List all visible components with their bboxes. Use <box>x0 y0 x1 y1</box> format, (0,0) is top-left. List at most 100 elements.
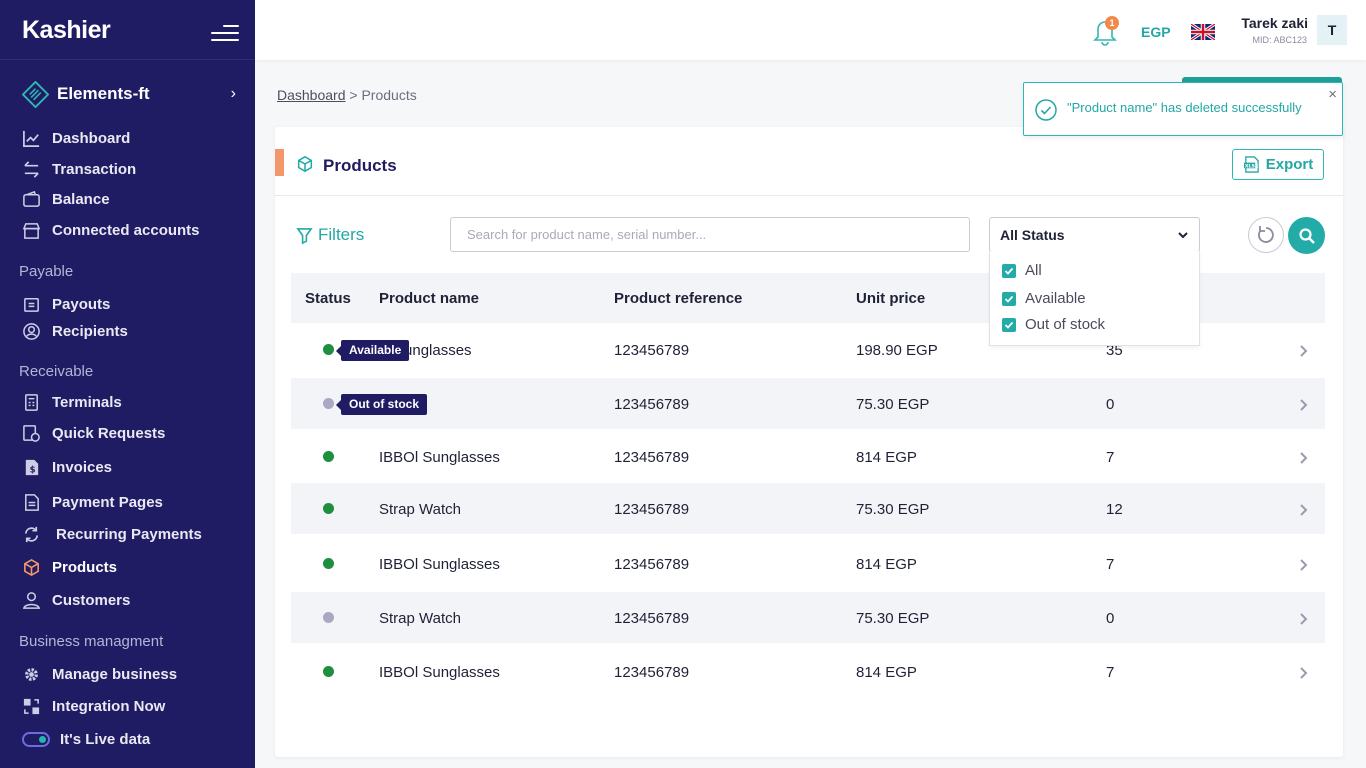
sidebar-item-terminals[interactable]: Terminals <box>22 391 122 413</box>
account-switcher[interactable]: Elements-ft › <box>22 80 242 108</box>
sidebar-item-transaction[interactable]: Transaction <box>22 158 136 180</box>
sidebar-item-connected-accounts[interactable]: Connected accounts <box>22 219 200 241</box>
column-header-product-reference[interactable]: Product reference <box>614 290 743 307</box>
checkbox-checked-icon[interactable] <box>1002 317 1016 332</box>
breadcrumb: Dashboard > Products <box>277 87 417 103</box>
toggle-switch[interactable] <box>22 731 50 747</box>
section-title-receivable: Receivable <box>19 363 94 380</box>
status-available-dot[interactable] <box>323 451 334 462</box>
sidebar-item-invoices[interactable]: $ Invoices <box>22 456 112 478</box>
sidebar-item-label: Products <box>52 558 118 576</box>
sidebar-divider <box>0 59 255 60</box>
status-out-of-stock-dot[interactable] <box>323 612 334 623</box>
sidebar-item-payouts[interactable]: Payouts <box>22 293 110 315</box>
unit-price-cell: 75.30 EGP <box>856 396 930 413</box>
sidebar-item-manage-business[interactable]: Manage business <box>22 663 177 685</box>
chevron-right-icon[interactable] <box>1299 344 1309 358</box>
column-header-product-name[interactable]: Product name <box>379 290 480 307</box>
search-input[interactable] <box>450 217 970 252</box>
close-icon[interactable]: × <box>1328 86 1337 103</box>
refresh-cycle-icon <box>24 526 39 542</box>
table-row[interactable]: IBBOl Sunglasses 123456789 814 EGP 7 <box>291 645 1325 698</box>
account-logo-icon <box>22 80 49 108</box>
status-available-dot[interactable] <box>323 503 334 514</box>
reset-filters-button[interactable] <box>1248 217 1284 253</box>
unit-price-cell: 814 EGP <box>856 449 917 466</box>
column-header-unit-price[interactable]: Unit price <box>856 290 926 307</box>
chevron-right-icon[interactable] <box>1299 612 1309 626</box>
sidebar-item-dashboard[interactable]: Dashboard <box>22 127 130 149</box>
user-circle-icon <box>23 322 40 340</box>
status-select[interactable]: All Status <box>989 217 1200 252</box>
toast-message: "Product name" has deleted successfully <box>1067 100 1302 115</box>
breadcrumb-dashboard-link[interactable]: Dashboard <box>277 87 346 103</box>
box-icon <box>24 558 39 576</box>
sidebar-item-balance[interactable]: Balance <box>22 188 110 210</box>
chevron-right-icon[interactable] <box>1299 398 1309 412</box>
avatar[interactable]: T <box>1317 15 1347 45</box>
live-data-toggle[interactable]: It's Live data <box>22 728 150 750</box>
sidebar-item-recurring-payments[interactable]: Recurring Payments <box>22 523 202 545</box>
kashier-logo[interactable]: Kashier <box>22 16 111 44</box>
product-reference-cell: 123456789 <box>614 396 690 413</box>
export-label: Export <box>1265 156 1314 173</box>
status-available-dot[interactable] <box>323 666 334 677</box>
column-header-status[interactable]: Status <box>305 290 351 307</box>
table-row[interactable]: IBBOl Sunglasses 123456789 814 EGP 7 <box>291 431 1325 482</box>
currency-selector[interactable]: EGP <box>1141 24 1171 40</box>
user-icon <box>22 591 41 609</box>
quantity-cell: 0 <box>1106 610 1115 627</box>
transfer-arrows-icon <box>24 160 39 178</box>
product-reference-cell: 123456789 <box>614 664 690 681</box>
sidebar-item-quick-requests[interactable]: Quick Requests <box>22 422 165 444</box>
status-out-of-stock-dot[interactable] <box>323 398 334 409</box>
sidebar-item-label: Customers <box>52 591 131 609</box>
document-icon <box>25 493 39 511</box>
sidebar-item-customers[interactable]: Customers <box>22 589 130 611</box>
sidebar-item-recipients[interactable]: Recipients <box>22 320 128 342</box>
sidebar-item-label: Invoices <box>52 458 113 476</box>
chevron-right-icon[interactable] <box>1299 451 1309 465</box>
sidebar-item-label: Manage business <box>52 665 178 683</box>
title-accent-bar <box>275 149 284 176</box>
status-option-available[interactable]: Available <box>1002 290 1086 307</box>
menu-toggle-icon[interactable] <box>211 25 239 41</box>
filter-icon <box>296 227 313 244</box>
chevron-right-icon[interactable] <box>1299 666 1309 680</box>
table-row[interactable]: IBBOl Sunglasses 123456789 814 EGP 7 <box>291 537 1325 590</box>
notification-badge: 1 <box>1105 16 1119 30</box>
sidebar-item-label: Balance <box>52 190 110 208</box>
table-row[interactable]: Strap Watch 123456789 75.30 EGP 0 <box>291 592 1325 643</box>
status-available-dot[interactable] <box>323 558 334 569</box>
table-row[interactable]: ci Sunglasses 123456789 198.90 EGP 35 Availa… <box>291 323 1325 376</box>
chevron-right-icon[interactable] <box>1299 503 1309 517</box>
status-available-dot[interactable] <box>323 344 334 355</box>
uk-flag-icon[interactable] <box>1191 24 1215 40</box>
divider <box>275 195 1343 196</box>
product-reference-cell: 123456789 <box>614 449 690 466</box>
table-row[interactable]: Strap Watch 123456789 75.30 EGP 12 <box>291 483 1325 534</box>
sidebar-item-products[interactable]: Products <box>22 556 117 578</box>
checkbox-checked-icon[interactable] <box>1002 263 1016 278</box>
svg-text:XLSX: XLSX <box>1245 163 1259 169</box>
status-tooltip: Out of stock <box>335 394 428 415</box>
export-button[interactable]: XLSX Export <box>1232 149 1324 180</box>
section-title-business: Business managment <box>19 633 164 650</box>
quick-request-icon <box>23 424 40 442</box>
sidebar-item-label: Integration Now <box>52 697 166 715</box>
unit-price-cell: 814 EGP <box>856 664 917 681</box>
status-option-out-of-stock[interactable]: Out of stock <box>1002 316 1105 333</box>
sidebar-item-label: Dashboard <box>52 129 131 147</box>
sidebar-item-payment-pages[interactable]: Payment Pages <box>22 491 163 513</box>
chevron-right-icon[interactable] <box>1299 558 1309 572</box>
checkbox-checked-icon[interactable] <box>1002 291 1016 306</box>
sidebar-item-label: Recipients <box>52 322 128 340</box>
status-option-all[interactable]: All <box>1002 262 1042 279</box>
search-button[interactable] <box>1288 217 1325 254</box>
sidebar-item-label: Terminals <box>52 393 122 411</box>
quantity-cell: 12 <box>1106 501 1123 518</box>
sidebar-item-integration-now[interactable]: Integration Now <box>22 695 165 717</box>
filters-toggle[interactable]: Filters <box>296 225 364 245</box>
check-circle-icon <box>1035 99 1057 121</box>
